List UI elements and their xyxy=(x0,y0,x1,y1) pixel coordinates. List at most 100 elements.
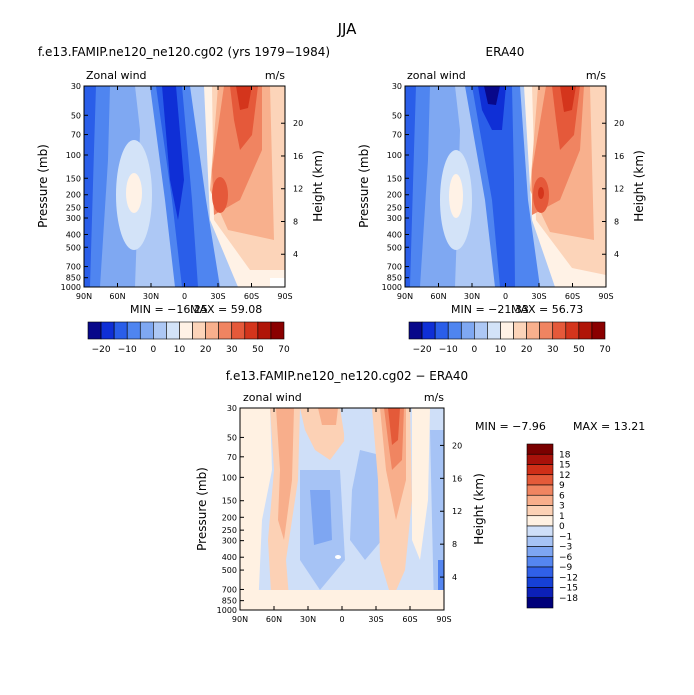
figure-title: JJA xyxy=(337,20,358,38)
colorbar-label: 30 xyxy=(547,345,559,355)
contour-field xyxy=(405,86,606,287)
max-label: MAX = 13.21 xyxy=(573,420,645,433)
x-tick-label: 60N xyxy=(430,292,446,301)
x-axis: 90N 60N 30N 0 30S 60S 90S xyxy=(76,86,293,301)
max-label: MAX = 56.73 xyxy=(511,303,583,316)
height-tick-label: 12 xyxy=(293,185,303,194)
colorbar-label: 1 xyxy=(559,512,565,522)
y-tick-label: 250 xyxy=(387,204,402,213)
x-tick-label: 30N xyxy=(300,615,316,624)
colorbar-swatch xyxy=(179,321,193,340)
y-tick-label: 1000 xyxy=(217,606,237,615)
x-tick-label: 90N xyxy=(76,292,92,301)
colorbar-label: 10 xyxy=(495,345,507,355)
colorbar-swatch xyxy=(500,321,514,340)
max-label: MAX = 59.08 xyxy=(190,303,262,316)
variable-label: Zonal wind xyxy=(86,69,147,82)
x-tick-label: 30S xyxy=(210,292,225,301)
colorbar-label: 50 xyxy=(252,345,264,355)
colorbar-swatch xyxy=(565,321,580,340)
x-tick-label: 0 xyxy=(503,292,508,301)
colorbar: −20 −10 0 10 20 30 50 70 xyxy=(408,321,611,355)
colorbar-swatch xyxy=(257,321,272,340)
x-tick-label: 30S xyxy=(531,292,546,301)
colorbar-label: −20 xyxy=(413,345,432,355)
colorbar: −20 −10 0 10 20 30 50 70 xyxy=(87,321,290,355)
x-tick-label: 90S xyxy=(598,292,613,301)
panel-title: f.e13.FAMIP.ne120_ne120.cg02 − ERA40 xyxy=(226,369,468,383)
colorbar-label: −10 xyxy=(118,345,137,355)
height-axis: 4 8 12 16 20 xyxy=(440,441,462,582)
variable-label: zonal wind xyxy=(407,69,466,82)
height-tick-label: 8 xyxy=(614,217,619,226)
x-axis: 90N 60N 30N 0 30S 60S 90S xyxy=(232,408,452,624)
height-axis: 4 8 12 16 20 xyxy=(281,119,303,259)
y-tick-label: 50 xyxy=(392,111,402,120)
y-tick-label: 150 xyxy=(387,174,402,183)
colorbar-swatch xyxy=(408,321,423,340)
height-tick-label: 20 xyxy=(293,119,303,128)
y-tick-label: 200 xyxy=(66,191,81,200)
units-label: m/s xyxy=(586,69,606,82)
height-tick-label: 4 xyxy=(293,250,298,259)
height-axis-label: Height (km) xyxy=(311,150,325,221)
y-tick-label: 50 xyxy=(227,433,237,442)
height-axis-label: Height (km) xyxy=(632,150,646,221)
y-tick-label: 400 xyxy=(66,230,81,239)
x-tick-label: 60S xyxy=(244,292,259,301)
height-tick-label: 20 xyxy=(452,441,462,450)
colorbar-swatch xyxy=(460,321,475,340)
x-tick-label: 0 xyxy=(339,615,344,624)
y-tick-label: 250 xyxy=(222,526,237,535)
colorbar-label: −6 xyxy=(559,553,573,563)
x-tick-label: 60N xyxy=(109,292,125,301)
y-tick-label: 70 xyxy=(392,131,402,140)
height-tick-label: 20 xyxy=(614,119,624,128)
min-label: MIN = −21.33 xyxy=(451,303,529,316)
colorbar-swatch xyxy=(526,556,554,568)
y-tick-label: 850 xyxy=(387,274,402,283)
y-tick-label: 30 xyxy=(227,404,237,413)
x-tick-label: 60N xyxy=(266,615,282,624)
colorbar-swatch xyxy=(270,321,285,340)
units-label: m/s xyxy=(265,69,285,82)
colorbar-swatch xyxy=(591,321,606,340)
variable-label: zonal wind xyxy=(243,391,302,404)
colorbar-label: 20 xyxy=(521,345,533,355)
panel-title: ERA40 xyxy=(486,45,525,59)
colorbar-swatch xyxy=(526,474,554,486)
colorbar-swatch xyxy=(100,321,115,340)
colorbar-swatch xyxy=(526,525,554,537)
colorbar-label: −12 xyxy=(559,573,578,583)
colorbar-swatch xyxy=(526,515,554,527)
colorbar-label: −1 xyxy=(559,532,572,542)
colorbar-label: 6 xyxy=(559,491,565,501)
colorbar-label: 50 xyxy=(573,345,585,355)
y-tick-label: 50 xyxy=(71,111,81,120)
colorbar-label: 15 xyxy=(559,461,570,471)
y-tick-label: 200 xyxy=(387,191,402,200)
colorbar-swatch xyxy=(526,464,554,476)
colorbar-swatch xyxy=(244,321,259,340)
height-axis: 4 8 12 16 20 xyxy=(602,119,624,259)
x-tick-label: 0 xyxy=(182,292,187,301)
colorbar-swatch xyxy=(526,321,540,340)
y-tick-label: 700 xyxy=(387,263,402,272)
y-axis-label: Pressure (mb) xyxy=(36,144,50,228)
height-tick-label: 4 xyxy=(614,250,619,259)
colorbar-swatch xyxy=(231,321,246,340)
colorbar-label: 70 xyxy=(599,345,611,355)
y-tick-label: 100 xyxy=(66,151,81,160)
y-tick-label: 70 xyxy=(71,131,81,140)
colorbar-swatch xyxy=(192,321,206,340)
y-tick-label: 500 xyxy=(222,566,237,575)
y-tick-label: 850 xyxy=(222,597,237,606)
y-tick-label: 70 xyxy=(227,453,237,462)
colorbar-label: −9 xyxy=(559,563,573,573)
x-tick-label: 90S xyxy=(436,615,451,624)
colorbar-swatch xyxy=(526,576,554,588)
y-tick-label: 1000 xyxy=(382,283,402,292)
min-label: MIN = −7.96 xyxy=(475,420,546,433)
